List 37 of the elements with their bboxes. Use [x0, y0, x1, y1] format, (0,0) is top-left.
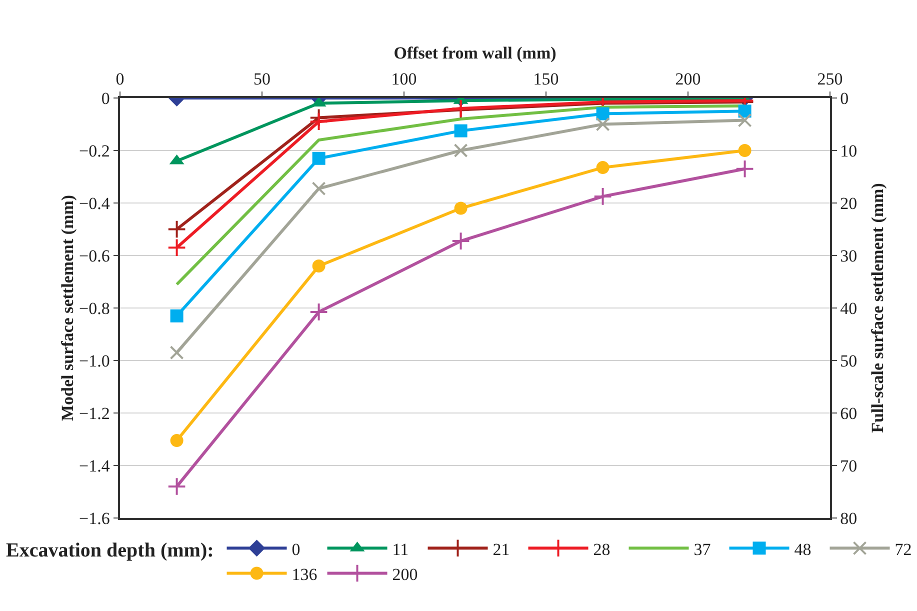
y-axis-title: Model surface settlement (mm) — [58, 194, 78, 422]
y2-tick-label: 40 — [840, 298, 858, 318]
x-tick-label: 150 — [533, 69, 559, 88]
y-tick-label: −0.4 — [79, 194, 110, 213]
y2-tick-label: 20 — [840, 194, 858, 213]
legend-label: 72 — [894, 540, 912, 559]
x-tick-label: 100 — [391, 69, 417, 88]
y-tick-label: −0.2 — [79, 141, 110, 160]
legend-label: 28 — [593, 540, 610, 559]
legend-label: 37 — [694, 540, 712, 559]
y2-tick-label: 30 — [840, 246, 858, 266]
x-tick-label: 250 — [817, 69, 843, 88]
y-tick-label: −1.6 — [79, 508, 110, 528]
y2-tick-label: 10 — [840, 141, 858, 160]
legend-label: 0 — [292, 540, 300, 559]
y2-tick-label: 50 — [840, 351, 858, 370]
y2-tick-label: 70 — [840, 456, 858, 476]
y2-tick-label: 0 — [840, 88, 849, 108]
legend-label: 48 — [794, 540, 812, 559]
legend-label: 11 — [392, 540, 409, 559]
y2-tick-label: 80 — [840, 508, 858, 528]
legend-label: 136 — [292, 564, 318, 584]
legend-label: 200 — [392, 564, 418, 584]
y-tick-label: −0.8 — [79, 298, 110, 318]
y-tick-label: −1.4 — [79, 456, 110, 476]
y-tick-label: −1.2 — [79, 404, 110, 423]
legend-label: 21 — [492, 540, 510, 559]
y-tick-label: −0.6 — [79, 246, 110, 266]
x-tick-label: 200 — [675, 69, 701, 88]
x-tick-label: 0 — [116, 69, 124, 88]
x-tick-label: 50 — [254, 69, 270, 88]
y-tick-label: 0 — [101, 88, 110, 108]
y-tick-label: −1.0 — [79, 351, 110, 370]
y2-tick-label: 60 — [840, 404, 858, 423]
legend-title: Excavation depth (mm): — [6, 540, 214, 562]
x-axis-title: Offset from wall (mm) — [394, 44, 556, 62]
y2-axis-title: Full-scale surface settlement (mm) — [868, 183, 887, 433]
